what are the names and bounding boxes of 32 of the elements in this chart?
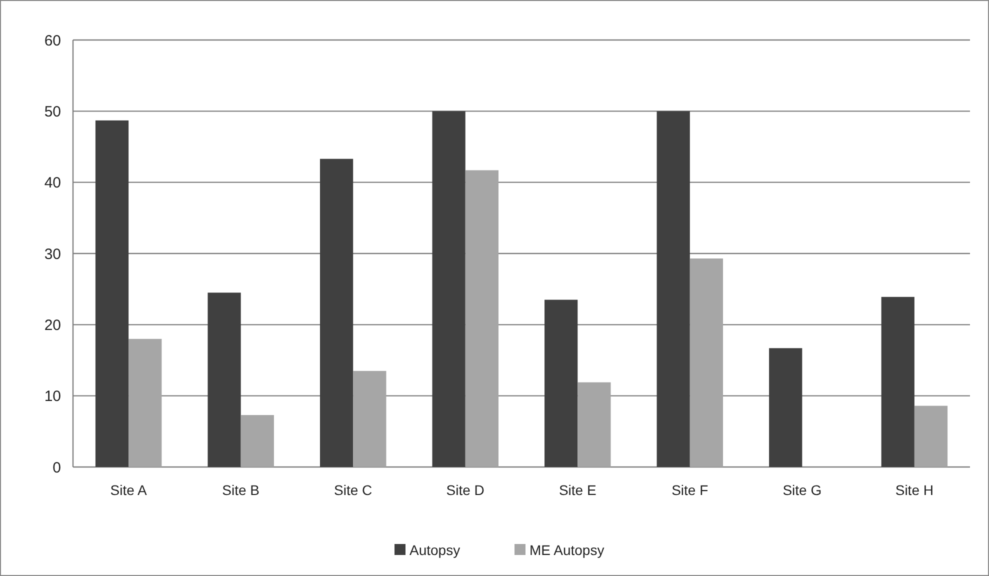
y-tick-label: 10 xyxy=(44,388,61,406)
bar xyxy=(881,296,914,467)
bar xyxy=(769,348,802,467)
bar xyxy=(240,415,274,467)
y-tick-label: 30 xyxy=(44,246,61,263)
y-tick-label: 60 xyxy=(44,32,61,50)
bar xyxy=(128,338,162,467)
y-tick-label: 20 xyxy=(44,316,61,334)
bar xyxy=(95,120,129,467)
y-tick-label: 0 xyxy=(52,459,61,476)
x-tick-label: Site H xyxy=(895,482,934,498)
legend-label: Autopsy xyxy=(410,542,460,558)
bar xyxy=(656,111,690,467)
x-tick-label: Site C xyxy=(334,482,372,498)
x-tick-label: Site F xyxy=(672,482,708,498)
bar xyxy=(353,370,386,467)
bar xyxy=(465,170,498,467)
bar xyxy=(578,382,611,467)
bar xyxy=(690,258,724,467)
x-tick-label: Site B xyxy=(222,482,260,498)
bar xyxy=(544,300,578,467)
bar xyxy=(432,111,466,467)
bar xyxy=(320,158,354,467)
x-tick-label: Site E xyxy=(558,482,596,498)
x-tick-label: Site A xyxy=(110,482,148,498)
y-tick-label: 40 xyxy=(44,174,61,192)
x-tick-label: Site G xyxy=(782,482,822,498)
x-tick-label: Site D xyxy=(446,482,484,498)
y-tick-label: 50 xyxy=(44,103,61,120)
bar xyxy=(208,292,241,467)
legend-label: ME Autopsy xyxy=(530,542,604,558)
bar xyxy=(914,406,948,467)
